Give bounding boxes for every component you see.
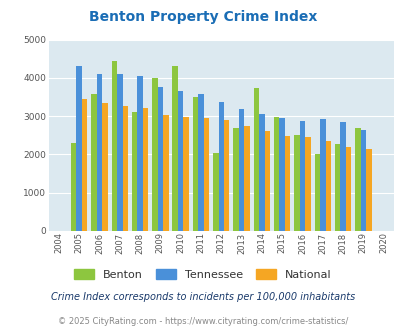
Bar	[163, 115, 168, 231]
Bar	[279, 118, 284, 231]
Bar	[111, 61, 117, 231]
Bar	[213, 153, 218, 231]
Bar	[192, 97, 198, 231]
Text: Crime Index corresponds to incidents per 100,000 inhabitants: Crime Index corresponds to incidents per…	[51, 292, 354, 302]
Bar	[305, 137, 310, 231]
Bar	[345, 147, 350, 231]
Bar	[253, 88, 258, 231]
Bar	[334, 144, 339, 231]
Bar	[299, 121, 305, 231]
Bar	[354, 128, 360, 231]
Text: © 2025 CityRating.com - https://www.cityrating.com/crime-statistics/: © 2025 CityRating.com - https://www.city…	[58, 317, 347, 326]
Bar	[157, 87, 163, 231]
Bar	[183, 117, 188, 231]
Bar	[339, 122, 345, 231]
Bar	[132, 112, 137, 231]
Bar	[122, 106, 128, 231]
Bar	[360, 130, 365, 231]
Bar	[294, 135, 299, 231]
Bar	[325, 141, 330, 231]
Bar	[102, 103, 107, 231]
Bar	[244, 126, 249, 231]
Bar	[71, 143, 76, 231]
Bar	[198, 94, 203, 231]
Bar	[76, 66, 82, 231]
Bar	[273, 116, 279, 231]
Text: Benton Property Crime Index: Benton Property Crime Index	[89, 10, 316, 24]
Bar	[203, 118, 209, 231]
Bar	[82, 99, 87, 231]
Bar	[137, 76, 143, 231]
Bar	[314, 154, 319, 231]
Bar	[238, 109, 244, 231]
Bar	[117, 75, 122, 231]
Legend: Benton, Tennessee, National: Benton, Tennessee, National	[69, 265, 336, 284]
Bar	[143, 108, 148, 231]
Bar	[284, 136, 290, 231]
Bar	[91, 94, 96, 231]
Bar	[224, 120, 229, 231]
Bar	[152, 78, 157, 231]
Bar	[218, 102, 224, 231]
Bar	[96, 74, 102, 231]
Bar	[319, 119, 325, 231]
Bar	[172, 66, 177, 231]
Bar	[365, 149, 371, 231]
Bar	[177, 91, 183, 231]
Bar	[258, 114, 264, 231]
Bar	[233, 128, 238, 231]
Bar	[264, 131, 269, 231]
